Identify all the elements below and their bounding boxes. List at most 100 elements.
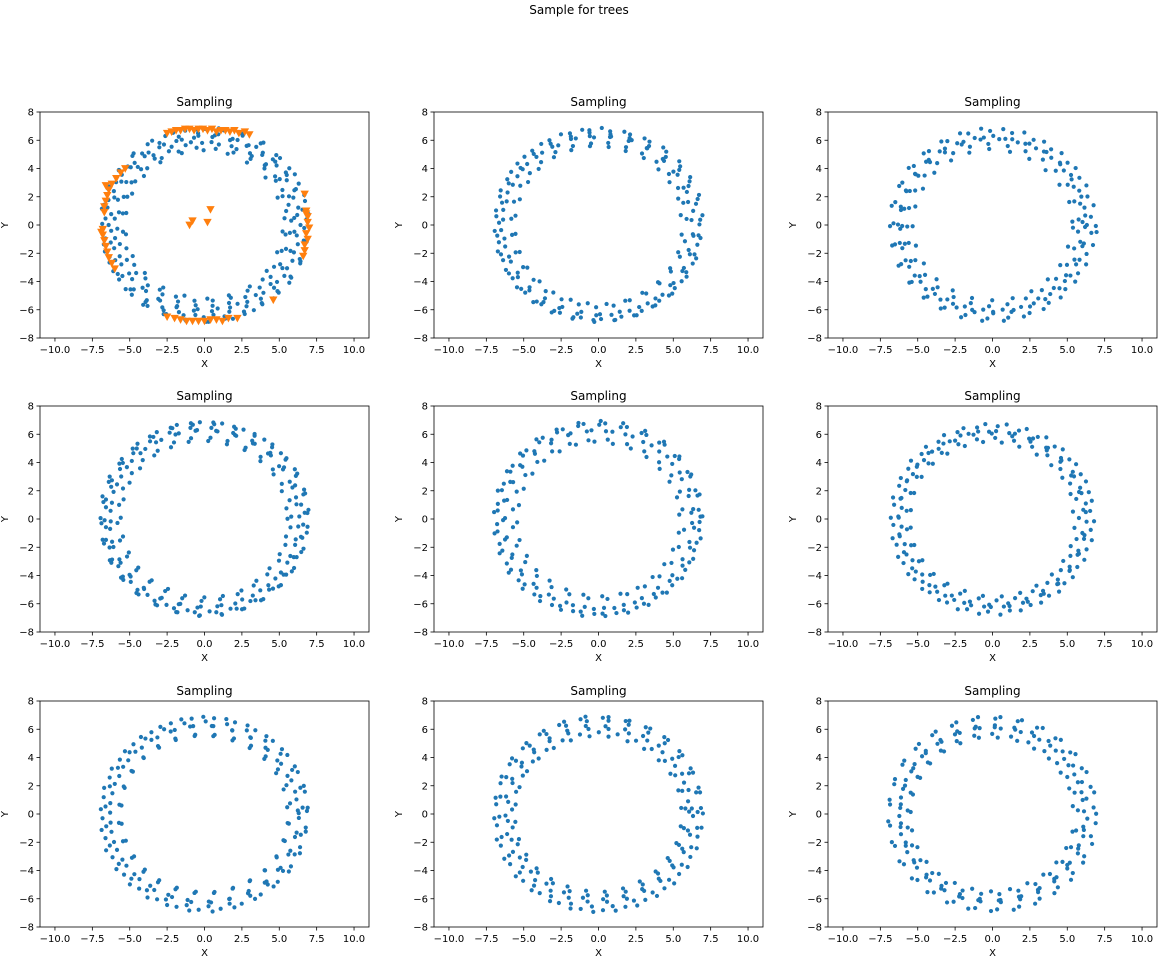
point-marker [650, 890, 655, 895]
point-marker [174, 138, 179, 144]
point-marker [231, 430, 236, 436]
points-layer [888, 421, 1097, 617]
x-tick-label: −2.5 [155, 934, 179, 945]
point-marker [913, 746, 918, 751]
point-marker [678, 164, 683, 169]
point-marker [283, 232, 288, 237]
y-tick-label: 8 [28, 108, 34, 119]
point-marker [186, 439, 191, 444]
point-marker [235, 137, 240, 143]
point-marker [689, 806, 694, 811]
point-marker [962, 588, 967, 593]
point-marker [103, 216, 108, 221]
point-marker [1058, 466, 1063, 472]
point-marker [531, 883, 537, 888]
point-marker [305, 510, 310, 516]
point-marker [598, 316, 604, 322]
point-marker [960, 895, 965, 901]
point-marker [1073, 262, 1079, 267]
y-tick-label: 6 [28, 430, 34, 441]
point-marker [576, 302, 581, 307]
point-marker [936, 446, 941, 451]
point-marker [117, 557, 122, 562]
point-marker [211, 734, 216, 739]
point-marker [988, 889, 994, 894]
points-layer [98, 420, 311, 618]
point-marker [108, 519, 113, 524]
point-marker [299, 502, 304, 507]
point-marker [126, 550, 131, 555]
point-marker [691, 208, 696, 213]
point-marker [293, 537, 298, 542]
subplot-grid: −10.0 −7.5 −5.0 −2.5 0.0 2.5 5.0 7.5 10.0−8−6−4−… [0, 95, 1158, 959]
point-marker [259, 301, 264, 306]
point-marker [226, 300, 232, 306]
point-marker [949, 723, 955, 728]
point-marker [681, 200, 686, 205]
point-marker [213, 146, 218, 151]
point-marker [625, 592, 630, 597]
point-marker [534, 568, 539, 573]
point-marker [910, 471, 916, 477]
point-marker [145, 895, 150, 900]
point-marker [654, 159, 659, 164]
point-marker [897, 859, 902, 864]
point-marker [498, 252, 504, 257]
point-marker [1041, 149, 1047, 154]
point-marker [921, 151, 926, 156]
point-marker [993, 429, 999, 434]
point-marker [245, 288, 250, 293]
point-marker [981, 135, 986, 140]
point-marker [239, 588, 244, 593]
point-marker [133, 749, 138, 754]
x-axis-label: X [201, 653, 208, 664]
point-marker [293, 789, 298, 794]
point-marker [1001, 604, 1006, 609]
point-marker [915, 462, 920, 467]
point-marker [203, 719, 208, 724]
point-marker [244, 728, 249, 733]
point-marker [511, 199, 517, 204]
point-marker [111, 189, 116, 194]
point-marker [1012, 431, 1018, 436]
point-marker [1060, 447, 1065, 452]
point-marker [684, 216, 689, 222]
point-marker [227, 138, 233, 143]
point-marker [654, 893, 660, 899]
point-marker [493, 795, 498, 800]
point-marker [980, 318, 985, 323]
y-tick-label: 8 [28, 402, 34, 413]
point-marker [908, 508, 913, 513]
y-axis-label: Y [394, 221, 405, 229]
point-marker [681, 826, 686, 831]
x-tick-label: 7.5 [309, 934, 325, 945]
point-marker [291, 555, 296, 560]
point-marker [987, 602, 992, 607]
point-marker [510, 552, 515, 557]
subplot-8: −10.0 −7.5 −5.0 −2.5 0.0 2.5 5.0 7.5 10.0−8−6−4−… [394, 684, 764, 959]
point-marker [1070, 575, 1075, 580]
point-marker [683, 806, 688, 811]
point-marker [1033, 881, 1038, 887]
point-marker [520, 586, 525, 591]
point-marker [999, 594, 1004, 599]
point-marker [142, 154, 147, 159]
point-marker [913, 188, 918, 193]
point-marker [670, 756, 675, 761]
point-marker [502, 236, 507, 241]
point-marker [102, 785, 107, 790]
y-tick-label: −4 [19, 277, 34, 288]
point-marker [216, 142, 221, 147]
point-marker [297, 851, 303, 856]
point-marker [169, 894, 175, 900]
point-marker [581, 592, 586, 597]
point-marker [500, 518, 506, 523]
point-marker [623, 432, 628, 437]
point-marker [289, 514, 294, 519]
point-marker [278, 751, 283, 756]
point-marker [1078, 201, 1083, 206]
point-marker [681, 527, 687, 532]
point-marker [544, 747, 549, 752]
point-marker [994, 598, 999, 603]
point-marker [1082, 854, 1087, 859]
